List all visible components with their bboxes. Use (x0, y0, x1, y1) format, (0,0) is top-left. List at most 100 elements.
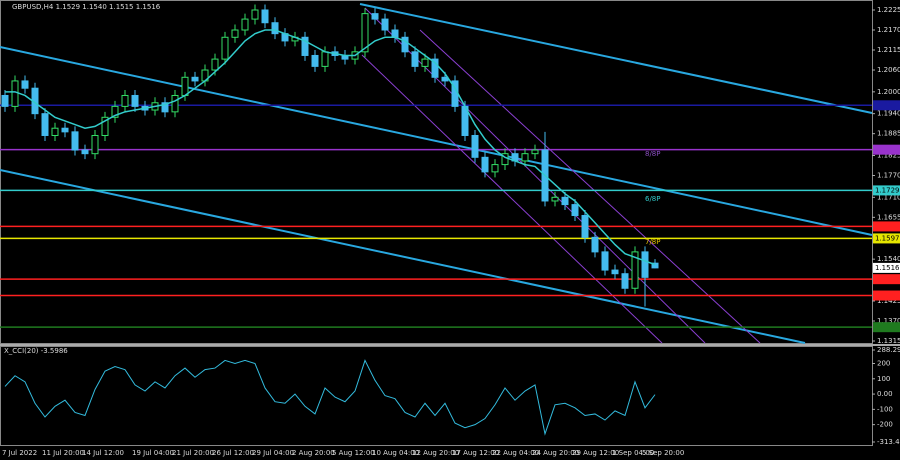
y-tick-label: 1.1770 (877, 172, 900, 180)
candle-body (11, 80, 19, 107)
candle-body (231, 29, 239, 38)
candle-body (571, 204, 579, 217)
level-box (873, 290, 900, 301)
moving-average (5, 29, 656, 266)
annotation: 7/8P (645, 238, 661, 246)
y-tick-label: 0.00 (877, 390, 893, 398)
candle-body (181, 76, 189, 96)
last-price-box (873, 262, 900, 273)
level-label: 1.1597 (875, 234, 900, 242)
y-tick-label: -313.4828 (877, 438, 900, 446)
level-box (873, 322, 900, 333)
y-tick-label: 1.2115 (877, 46, 900, 54)
candle-body (191, 76, 199, 82)
x-tick-label: 10 Aug 04:00 (372, 449, 419, 457)
y-tick-label: 1.2225 (877, 6, 900, 14)
candle-body (321, 51, 329, 67)
x-tick-label: 5 Aug 12:00 (332, 449, 375, 457)
candle-body (591, 236, 599, 253)
level-box (873, 100, 900, 111)
candle-body (521, 153, 529, 162)
x-tick-label: 21 Jul 20:00 (172, 449, 214, 457)
candle-body (581, 215, 589, 238)
candle-body (561, 196, 569, 206)
y-tick-label: 1.1370 (877, 317, 900, 325)
y-tick-label: 288.2933 (877, 346, 900, 354)
candle-body (41, 113, 49, 136)
candle-body (221, 36, 229, 60)
candle-body (361, 13, 369, 53)
x-tick-label: 17 Aug 12:00 (452, 449, 499, 457)
candle-body (381, 18, 389, 31)
cci-frame (0, 346, 873, 446)
candle-body (311, 54, 319, 67)
candle-body (1, 94, 9, 107)
y-tick-label: 1.2060 (877, 66, 900, 74)
last-price-label: 1.1516 (875, 264, 900, 272)
level-box (873, 185, 900, 196)
y-tick-label: 1.1655 (877, 213, 900, 221)
x-tick-label: 14 Jul 12:00 (82, 449, 124, 457)
x-tick-label: 5 Sep 20:00 (642, 449, 684, 457)
x-tick-label: 2 Aug 20:00 (292, 449, 335, 457)
candle-body (21, 80, 29, 89)
candle-body (401, 36, 409, 53)
y-tick-label: 1.1885 (877, 130, 900, 138)
level-label: 1.1729 (875, 186, 900, 194)
channel-line (359, 3, 873, 114)
channel-line (419, 29, 761, 344)
price-frame (0, 0, 873, 344)
candle-body (531, 149, 539, 155)
x-tick-label: 19 Jul 04:00 (132, 449, 174, 457)
candle-body (421, 58, 429, 67)
x-tick-label: 29 Aug 12:00 (572, 449, 619, 457)
x-tick-label: 29 Jul 04:00 (252, 449, 294, 457)
y-tick-label: 100 (877, 375, 890, 383)
x-tick-label: 24 Aug 20:00 (532, 449, 579, 457)
candle-body (81, 149, 89, 155)
candle-body (211, 58, 219, 71)
candle-body (471, 134, 479, 158)
candle-body (51, 127, 59, 136)
candle-body (611, 269, 619, 275)
y-tick-label: -100 (877, 405, 893, 413)
candle-body (601, 251, 609, 271)
y-tick-label: 200 (877, 359, 890, 367)
candle-body (641, 251, 649, 278)
candle-body (111, 105, 119, 118)
y-tick-label: 1.2170 (877, 26, 900, 34)
candle-body (101, 116, 109, 136)
candle-body (241, 18, 249, 31)
y-tick-label: 1.2000 (877, 88, 900, 96)
level-box (873, 144, 900, 155)
candle-body (631, 251, 639, 289)
level-box (873, 233, 900, 244)
candle-body (481, 156, 489, 173)
candle-body (371, 13, 379, 20)
y-tick-label: 1.1540 (877, 255, 900, 263)
x-tick-label: 22 Aug 04:00 (492, 449, 539, 457)
x-tick-label: 12 Aug 20:00 (412, 449, 459, 457)
candle-body (91, 134, 99, 155)
candle-body (161, 102, 169, 113)
candle-body (271, 22, 279, 35)
y-tick-label: -200 (877, 421, 893, 429)
candle-body (261, 9, 269, 24)
annotation: 6/8P (645, 195, 661, 203)
candle-body (251, 9, 259, 20)
cci-line (4, 359, 656, 436)
candle-body (431, 58, 439, 78)
level-box (873, 221, 900, 232)
channel-line (0, 169, 806, 344)
y-tick-label: 1.1825 (877, 151, 900, 159)
chart-title: GBPUSD,H4 1.1529 1.1540 1.1515 1.1516 (12, 3, 161, 11)
candle-body (171, 94, 179, 113)
candle-body (491, 164, 499, 173)
x-tick-label: 1 Sep 04:00 (612, 449, 654, 457)
candle-body (411, 51, 419, 67)
candle-body (391, 29, 399, 38)
y-tick-label: 1.1940 (877, 110, 900, 118)
y-tick-label: 1.1710 (877, 193, 900, 201)
channel-line (0, 46, 873, 236)
